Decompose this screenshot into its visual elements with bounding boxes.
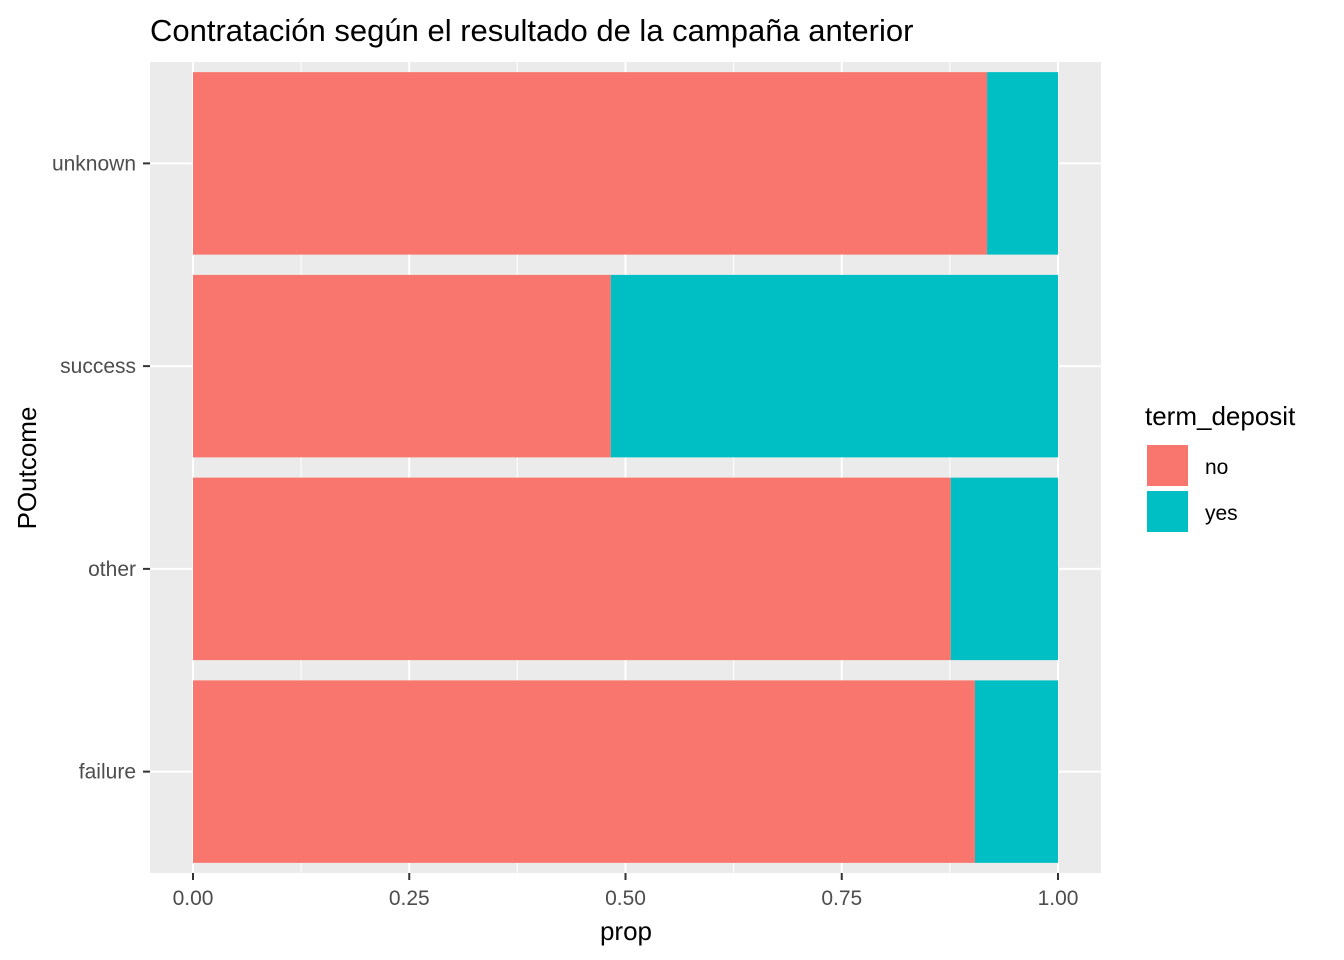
legend-label-no: no [1205,456,1228,479]
x-tick-label: 0.25 [389,887,430,910]
y-tick-label: other [88,558,136,581]
x-tick-label: 0.75 [821,887,862,910]
legend-label-yes: yes [1205,502,1238,525]
y-tick-label: success [60,355,136,378]
bar-failure-no [193,680,975,863]
y-tick-label: failure [79,761,136,784]
y-tick-label: unknown [52,152,136,175]
bar-success-no [193,274,611,458]
bars [193,72,1058,863]
bar-failure-yes [974,680,1058,863]
bar-other-yes [950,477,1058,661]
y-axis-title: POutcome [12,407,42,530]
legend: term_deposit no yes [1145,401,1296,534]
bar-unknown-no [193,72,988,255]
bar-unknown-yes [987,72,1058,255]
legend-key-yes [1145,489,1190,534]
bar-other-no [193,477,951,661]
x-axis-title: prop [600,916,652,946]
bar-success-yes [610,274,1058,458]
x-axis: 0.00 0.25 0.50 0.75 1.00 [173,873,1079,910]
x-tick-label: 0.00 [173,887,214,910]
x-tick-label: 0.50 [605,887,646,910]
x-tick-label: 1.00 [1038,887,1079,910]
chart-title: Contratación según el resultado de la ca… [150,13,913,48]
y-axis: unknown success other failure [52,152,150,784]
legend-title: term_deposit [1145,401,1296,431]
legend-key-no [1145,443,1190,488]
